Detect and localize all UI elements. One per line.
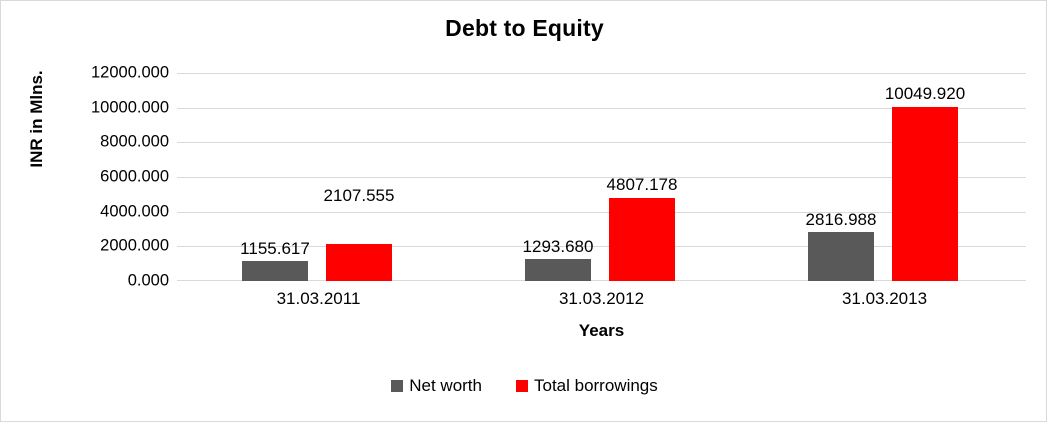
y-tick-label: 6000.000 (100, 167, 169, 186)
bar-net-worth[interactable] (525, 258, 591, 281)
y-tick-label: 2000.000 (100, 236, 169, 255)
bar-group: 1155.617 2107.555 (177, 73, 460, 281)
chart-title: Debt to Equity (445, 15, 604, 41)
y-tick-label: 0.000 (127, 271, 169, 290)
x-tick-label: 31.03.2012 (558, 289, 645, 308)
x-axis-category-labels: 31.03.2011 31.03.2012 31.03.2013 (177, 289, 1026, 315)
bar-group: 1293.680 4807.178 (460, 73, 743, 281)
bar-value-label-net-worth: 1293.680 (522, 237, 594, 256)
x-tick-label: 31.03.2011 (276, 289, 361, 308)
plot-area: 1155.617 2107.555 1293.680 4807.178 2816… (177, 73, 1026, 281)
y-axis-tick-labels: 12000.000 10000.000 8000.000 6000.000 40… (17, 64, 169, 290)
gridline (177, 73, 1026, 74)
bar-value-label-net-worth: 2816.988 (805, 210, 877, 229)
bar-total-borrowings[interactable] (609, 197, 675, 281)
chart-legend: Net worth Total borrowings (1, 376, 1046, 396)
bar-value-label-total-borrowings: 10049.920 (884, 84, 966, 103)
y-tick-label: 12000.000 (91, 63, 169, 82)
x-axis-title: Years (578, 321, 625, 340)
bar-total-borrowings[interactable] (892, 106, 958, 281)
legend-item-total-borrowings[interactable]: Total borrowings (515, 376, 658, 396)
gridline (177, 107, 1026, 109)
bar-group: 2816.988 10049.920 (743, 73, 1026, 281)
y-tick-label: 10000.000 (91, 98, 169, 117)
bar-value-label-total-borrowings: 2107.555 (323, 186, 395, 205)
legend-label-net-worth: Net worth (409, 376, 482, 395)
legend-swatch-total-borrowings-icon (515, 380, 528, 392)
bar-net-worth[interactable] (242, 260, 308, 281)
bar-net-worth[interactable] (808, 232, 874, 281)
gridline (177, 246, 1026, 248)
gridline (177, 211, 1026, 213)
y-tick-label: 8000.000 (100, 132, 169, 151)
gridline (177, 142, 1026, 144)
legend-label-total-borrowings: Total borrowings (533, 376, 658, 395)
y-tick-label: 4000.000 (100, 202, 169, 221)
legend-item-net-worth[interactable]: Net worth (391, 376, 482, 396)
x-axis-line (177, 280, 1026, 281)
x-tick-label: 31.03.2013 (841, 289, 928, 308)
legend-swatch-net-worth-icon (391, 380, 404, 392)
bar-value-label-total-borrowings: 4807.178 (606, 175, 678, 194)
bar-total-borrowings[interactable] (326, 244, 392, 281)
gridline (177, 177, 1026, 178)
bar-value-label-net-worth: 1155.617 (240, 239, 310, 258)
